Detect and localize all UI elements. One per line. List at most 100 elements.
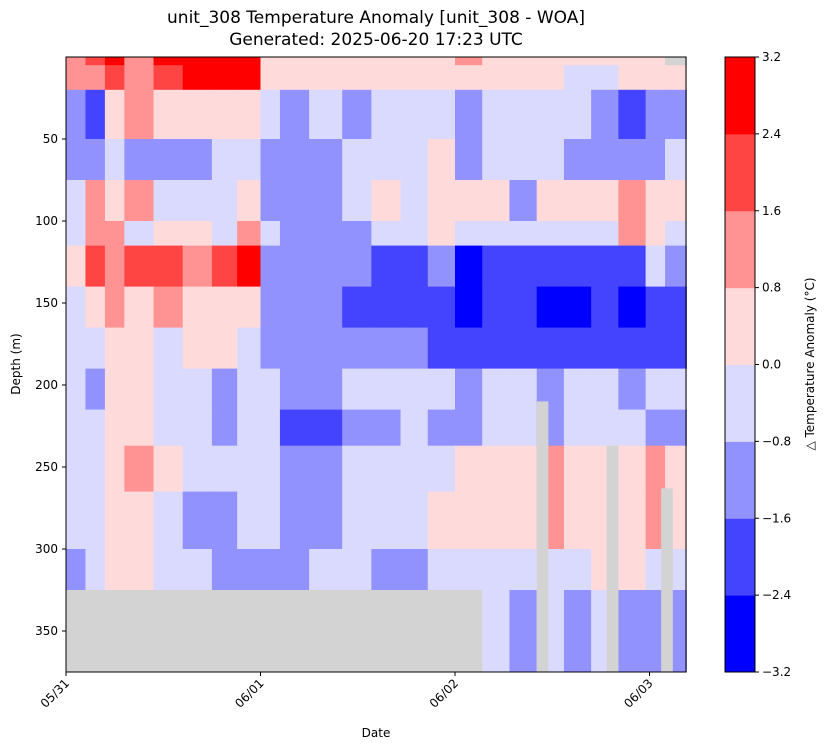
heatmap-cell <box>591 327 619 370</box>
heatmap-cell <box>665 327 687 370</box>
heatmap-cell <box>482 549 510 591</box>
heatmap-cell <box>371 221 402 247</box>
heatmap-cell <box>509 590 538 673</box>
y-tick-label: 250 <box>35 460 58 474</box>
heatmap-cell <box>509 286 538 329</box>
heatmap-cell <box>153 590 184 673</box>
y-axis-label: Depth (m) <box>9 333 23 394</box>
heatmap-cell <box>153 445 184 493</box>
heatmap-cell <box>104 491 125 550</box>
heatmap-cell <box>153 491 184 550</box>
heatmap-cell <box>665 245 687 288</box>
colorbar-tick-label: −1.6 <box>762 511 791 525</box>
heatmap-cell <box>536 89 565 140</box>
heatmap-cell <box>66 549 86 591</box>
heatmap-cell <box>237 445 261 493</box>
heatmap-cell <box>563 327 592 370</box>
heatmap-cell <box>309 286 343 329</box>
heatmap-cell <box>427 57 456 66</box>
heatmap-cell <box>237 409 261 447</box>
heatmap-cell <box>124 445 155 493</box>
heatmap-cell <box>124 139 155 181</box>
heatmap-cell <box>591 139 619 181</box>
heatmap-cell <box>618 180 647 222</box>
heatmap-cell <box>509 57 538 66</box>
heatmap-cell <box>342 221 372 247</box>
heatmap-cell <box>665 57 687 66</box>
x-tick-label: 06/01 <box>232 676 266 710</box>
heatmap-cell <box>104 286 125 329</box>
heatmap-cell <box>618 409 647 447</box>
heatmap-cell <box>342 409 372 447</box>
heatmap-cell <box>309 445 343 493</box>
heatmap-cell <box>618 139 647 181</box>
heatmap-cell <box>279 65 310 91</box>
heatmap-cell <box>591 286 619 329</box>
heatmap-cell <box>66 409 86 447</box>
colorbar-tick-label: −3.2 <box>762 665 791 679</box>
heatmap-cell <box>260 590 281 673</box>
heatmap-cell <box>342 139 372 181</box>
heatmap-cell <box>591 89 619 140</box>
heatmap-cell <box>309 549 343 591</box>
heatmap-cell <box>455 327 483 370</box>
colorbar-segment <box>725 441 755 519</box>
heatmap-cell <box>645 445 666 493</box>
heatmap-cell <box>153 139 184 181</box>
heatmap-cell <box>124 590 155 673</box>
colorbar-label: △ Temperature Anomaly (°C) <box>803 277 817 450</box>
heatmap-cell <box>482 368 510 411</box>
heatmap-cell <box>482 245 510 288</box>
heatmap-cell <box>260 221 281 247</box>
heatmap-cell <box>182 327 213 370</box>
heatmap-cell <box>260 409 281 447</box>
heatmap-cell <box>536 65 565 91</box>
heatmap-cell <box>455 89 483 140</box>
heatmap-cell <box>182 590 213 673</box>
heatmap-cell <box>482 327 510 370</box>
heatmap-cell <box>509 327 538 370</box>
heatmap-cell <box>279 368 310 411</box>
nodata-column <box>536 401 549 672</box>
x-tick-label: 05/31 <box>38 676 72 710</box>
heatmap-cells <box>66 57 687 673</box>
colorbar-tick-label: 0.0 <box>762 358 781 372</box>
heatmap-cell <box>237 590 261 673</box>
heatmap-cell <box>104 327 125 370</box>
heatmap-cell <box>455 221 483 247</box>
heatmap-cell <box>427 89 456 140</box>
heatmap-cell <box>536 221 565 247</box>
heatmap-cell <box>455 445 483 493</box>
heatmap-cell <box>279 286 310 329</box>
heatmap-cell <box>665 409 687 447</box>
heatmap-cell <box>342 491 372 550</box>
heatmap-cell <box>563 549 592 591</box>
heatmap-cell <box>260 368 281 411</box>
heatmap-cell <box>279 245 310 288</box>
heatmap-cell <box>342 286 372 329</box>
heatmap-cell <box>455 286 483 329</box>
heatmap-cell <box>104 409 125 447</box>
heatmap-cell <box>536 180 565 222</box>
heatmap-cell <box>104 445 125 493</box>
nodata-column <box>661 488 673 672</box>
heatmap-cell <box>455 57 483 66</box>
heatmap-cell <box>260 139 281 181</box>
heatmap-cell <box>237 549 261 591</box>
heatmap-cell <box>618 368 647 411</box>
heatmap-cell <box>85 445 106 493</box>
heatmap-cell <box>124 221 155 247</box>
heatmap-cell <box>309 65 343 91</box>
heatmap-cell <box>85 590 106 673</box>
heatmap-cell <box>645 89 666 140</box>
heatmap-cell <box>536 286 565 329</box>
heatmap-cell <box>124 327 155 370</box>
y-tick-label: 300 <box>35 542 58 556</box>
heatmap-cell <box>182 180 213 222</box>
heatmap-cell <box>618 245 647 288</box>
heatmap-cell <box>260 491 281 550</box>
heatmap-cell <box>211 409 238 447</box>
heatmap-cell <box>371 180 402 222</box>
heatmap-cell <box>591 221 619 247</box>
